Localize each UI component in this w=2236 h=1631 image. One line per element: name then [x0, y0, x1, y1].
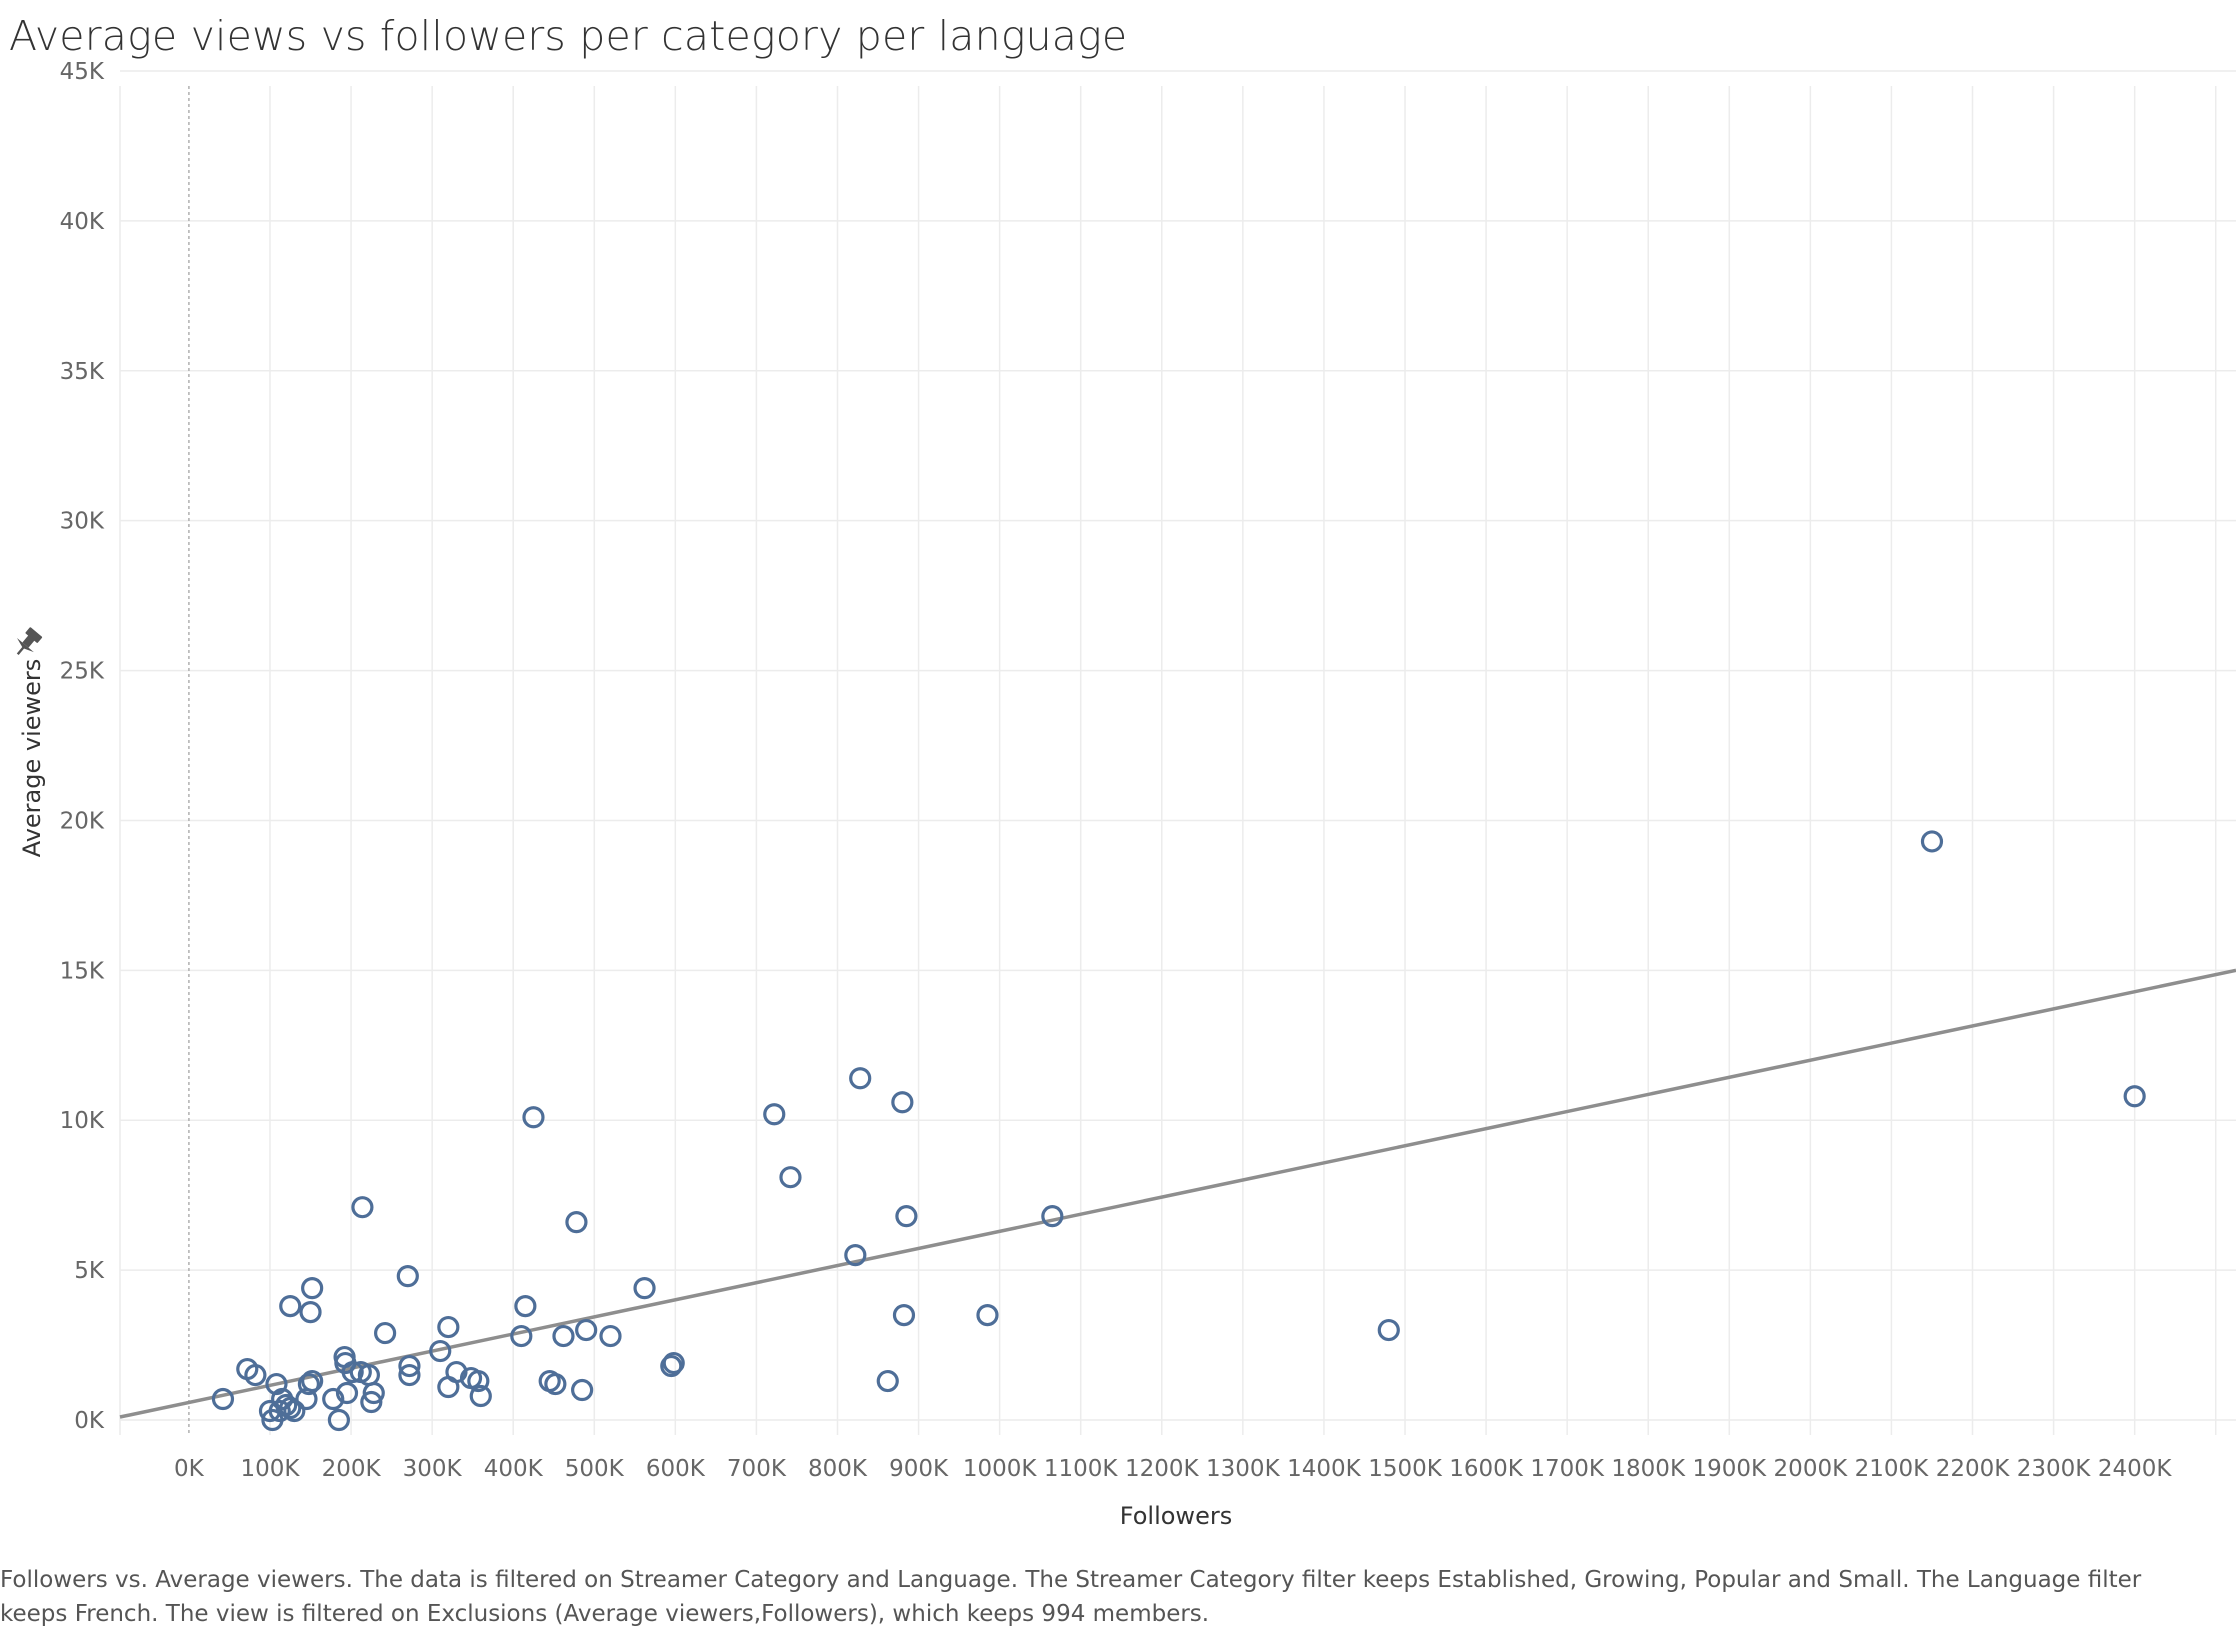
- x-tick-label: 2400K: [2098, 1456, 2173, 1482]
- data-point: [327, 1408, 350, 1432]
- x-tick-label: 1700K: [1530, 1456, 1605, 1482]
- data-point: [575, 1318, 598, 1342]
- data-point: [571, 1378, 594, 1402]
- x-tick-label: 1600K: [1449, 1456, 1524, 1482]
- pin-icon[interactable]: [9, 625, 44, 661]
- data-point: [297, 1372, 320, 1396]
- data-point: [236, 1357, 259, 1381]
- data-point: [662, 1351, 685, 1375]
- data-point: [895, 1205, 918, 1228]
- y-tick-label: 0K: [74, 1408, 105, 1434]
- data-point: [599, 1324, 622, 1348]
- x-tick-label: 1200K: [1125, 1456, 1200, 1482]
- data-point: [279, 1294, 302, 1318]
- y-tick-label: 35K: [60, 359, 105, 385]
- data-point: [1041, 1205, 1064, 1228]
- data-point: [1920, 830, 1944, 853]
- data-point: [876, 1369, 899, 1393]
- y-tick-label: 10K: [60, 1108, 105, 1134]
- y-tick-labels: 0K 5K 10K 15K 20K 25K 30K 35K 40K 45K: [60, 59, 105, 1434]
- data-point: [429, 1339, 452, 1363]
- x-tick-label: 400K: [484, 1456, 544, 1482]
- x-tick-label: 800K: [808, 1456, 868, 1482]
- data-point: [522, 1106, 545, 1129]
- data-point: [633, 1277, 656, 1300]
- data-point: [849, 1067, 872, 1090]
- data-point: [510, 1324, 533, 1348]
- trend-line-layer: [119, 968, 2236, 1419]
- x-tick-labels: 0K 100K 200K 300K 400K 500K 600K 700K 800K 900K 10…: [174, 1456, 2172, 1482]
- data-point: [396, 1265, 419, 1288]
- x-tick-label: 700K: [727, 1456, 787, 1482]
- data-point: [299, 1300, 322, 1324]
- x-tick-label: 1000K: [963, 1456, 1038, 1482]
- data-point: [660, 1354, 683, 1378]
- y-tick-label: 30K: [60, 509, 105, 535]
- data-point: [514, 1294, 537, 1318]
- data-point: [437, 1375, 460, 1399]
- data-point: [335, 1381, 359, 1405]
- data-point: [265, 1372, 288, 1396]
- y-tick-label: 45K: [60, 59, 105, 85]
- data-point: [1377, 1318, 1400, 1342]
- x-tick-label: 100K: [240, 1456, 300, 1482]
- x-tick-label: 200K: [322, 1456, 382, 1482]
- data-point: [271, 1387, 294, 1411]
- x-tick-label: 1100K: [1044, 1456, 1119, 1482]
- x-tick-label: 2200K: [1936, 1456, 2011, 1482]
- x-tick-label: 0K: [174, 1456, 205, 1482]
- data-point: [552, 1324, 575, 1348]
- data-point: [322, 1387, 345, 1411]
- data-point: [565, 1211, 588, 1234]
- data-point: [301, 1277, 324, 1300]
- grid-layer: [119, 70, 2236, 1435]
- y-tick-label: 15K: [60, 958, 105, 984]
- trend-line: [119, 968, 2236, 1419]
- scatter-chart: 0K 100K 200K 300K 400K 500K 600K 700K 800K 900K 10…: [9, 59, 2236, 1530]
- data-point: [351, 1196, 374, 1219]
- x-tick-label: 1500K: [1368, 1456, 1443, 1482]
- data-point: [763, 1103, 786, 1126]
- x-tick-label: 1300K: [1206, 1456, 1281, 1482]
- x-tick-label: 600K: [646, 1456, 706, 1482]
- data-point: [398, 1354, 421, 1378]
- x-tick-label: 1900K: [1692, 1456, 1767, 1482]
- chart-title: Average views vs followers per category …: [9, 12, 1128, 60]
- y-tick-label: 5K: [74, 1258, 105, 1284]
- chart-caption: Followers vs. Average viewers. The data …: [0, 1567, 2142, 1627]
- x-tick-label: 2000K: [1774, 1456, 1849, 1482]
- data-point: [261, 1408, 284, 1432]
- data-point: [437, 1315, 460, 1339]
- data-point: [360, 1390, 383, 1414]
- y-axis-label: Average viewers: [18, 659, 46, 858]
- y-tick-label: 20K: [60, 808, 105, 834]
- data-point: [333, 1345, 356, 1369]
- x-tick-label: 1800K: [1611, 1456, 1686, 1482]
- x-tick-label: 1400K: [1287, 1456, 1362, 1482]
- data-point: [258, 1399, 282, 1423]
- data-point: [892, 1303, 916, 1327]
- data-point: [538, 1369, 561, 1393]
- data-point: [844, 1244, 867, 1267]
- data-point: [891, 1091, 914, 1114]
- points-layer: [211, 830, 2146, 1432]
- data-point: [211, 1387, 235, 1411]
- y-tick-label: 40K: [60, 209, 105, 235]
- data-point: [459, 1366, 483, 1390]
- x-axis-label: Followers: [1120, 1502, 1232, 1530]
- data-point: [398, 1363, 421, 1387]
- data-point: [779, 1166, 802, 1189]
- x-tick-label: 2300K: [2017, 1456, 2092, 1482]
- x-tick-label: 900K: [889, 1456, 949, 1482]
- data-point: [295, 1387, 318, 1411]
- x-tick-label: 2100K: [1855, 1456, 1930, 1482]
- x-tick-label: 300K: [403, 1456, 463, 1482]
- data-point: [469, 1384, 492, 1408]
- data-point: [374, 1321, 397, 1345]
- y-tick-label: 25K: [60, 659, 105, 685]
- data-point: [2123, 1085, 2146, 1108]
- data-point: [976, 1303, 999, 1327]
- x-tick-label: 500K: [565, 1456, 625, 1482]
